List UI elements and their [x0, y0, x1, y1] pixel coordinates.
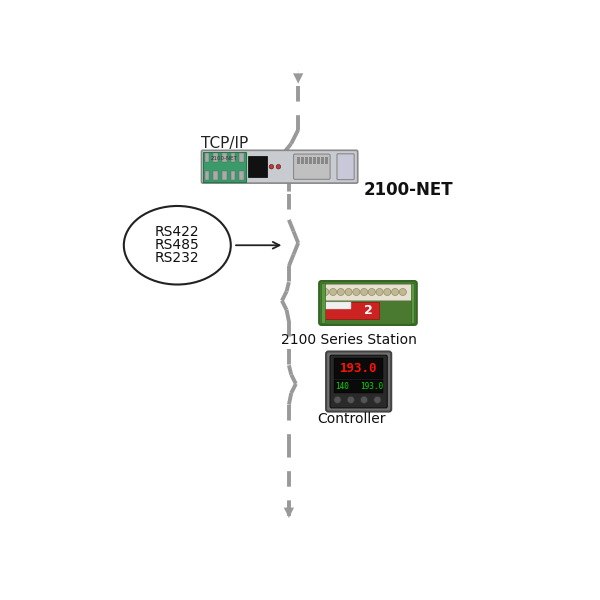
FancyBboxPatch shape: [337, 154, 354, 179]
Bar: [205, 153, 209, 162]
Bar: [305, 157, 308, 164]
Text: Controller: Controller: [317, 412, 386, 425]
Text: 2100-NET: 2100-NET: [364, 181, 453, 199]
Bar: [323, 284, 413, 300]
Text: RS422: RS422: [155, 226, 200, 239]
Text: 140: 140: [335, 382, 349, 391]
Circle shape: [276, 164, 281, 169]
Bar: [222, 171, 227, 180]
Bar: [309, 157, 312, 164]
FancyBboxPatch shape: [326, 352, 391, 412]
Circle shape: [334, 396, 341, 403]
Bar: [230, 171, 235, 180]
Bar: [205, 171, 209, 180]
Bar: [214, 153, 218, 162]
Circle shape: [322, 289, 329, 296]
Bar: [411, 283, 415, 323]
Bar: [230, 153, 235, 162]
Circle shape: [345, 289, 352, 296]
Ellipse shape: [124, 206, 231, 284]
Circle shape: [392, 289, 398, 296]
Bar: [334, 380, 383, 392]
Bar: [222, 153, 227, 162]
Bar: [317, 157, 320, 164]
Circle shape: [329, 289, 337, 296]
Circle shape: [384, 289, 391, 296]
Text: 193.0: 193.0: [340, 362, 377, 375]
Bar: [323, 302, 379, 319]
Bar: [239, 153, 244, 162]
Circle shape: [374, 396, 381, 403]
Circle shape: [269, 164, 274, 169]
Bar: [334, 358, 383, 379]
FancyBboxPatch shape: [293, 154, 330, 179]
Circle shape: [353, 289, 360, 296]
Text: TCP/IP: TCP/IP: [200, 136, 248, 151]
Bar: [322, 283, 325, 323]
Circle shape: [368, 289, 376, 296]
Bar: [325, 157, 328, 164]
Text: RS232: RS232: [155, 251, 200, 265]
Text: 193.0: 193.0: [361, 382, 383, 391]
Text: 2100 Series Station: 2100 Series Station: [281, 333, 417, 347]
Bar: [313, 157, 316, 164]
Bar: [301, 157, 304, 164]
Circle shape: [361, 289, 368, 296]
FancyBboxPatch shape: [319, 281, 417, 325]
Bar: [323, 302, 351, 309]
Bar: [214, 171, 218, 180]
Bar: [297, 157, 300, 164]
Circle shape: [347, 396, 355, 403]
Text: RS485: RS485: [155, 238, 200, 252]
Circle shape: [337, 289, 344, 296]
Circle shape: [361, 396, 368, 403]
Text: 2100-NET: 2100-NET: [211, 156, 237, 161]
Bar: [248, 156, 267, 177]
Circle shape: [376, 289, 383, 296]
Circle shape: [399, 289, 406, 296]
FancyBboxPatch shape: [330, 355, 387, 408]
Bar: [203, 152, 246, 182]
FancyBboxPatch shape: [202, 151, 358, 183]
Bar: [239, 171, 244, 180]
Text: 2: 2: [364, 304, 373, 317]
Bar: [320, 157, 324, 164]
